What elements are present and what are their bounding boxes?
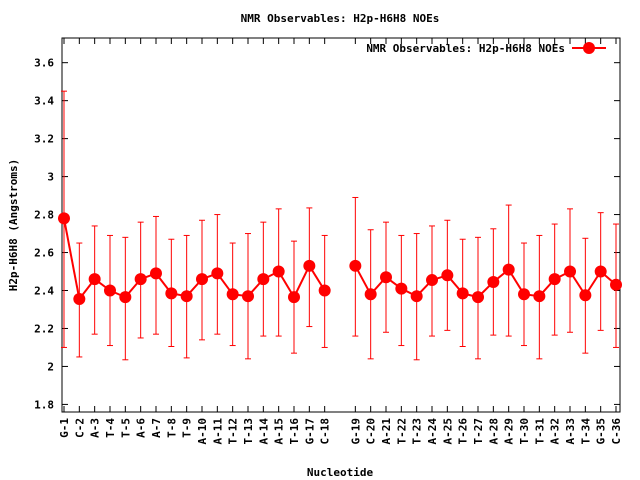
- data-point: [272, 265, 285, 278]
- x-tick-label: C-18: [319, 418, 332, 445]
- x-tick-label: A-21: [380, 418, 393, 445]
- x-tick-label: C-2: [73, 418, 86, 438]
- data-point: [594, 265, 607, 278]
- y-tick-label: 3: [47, 171, 54, 184]
- x-tick-label: A-28: [487, 418, 500, 445]
- y-tick-label: 2: [47, 360, 54, 373]
- x-tick-label: T-26: [457, 418, 470, 445]
- y-tick-label: 2.6: [34, 247, 54, 260]
- x-tick-label: T-5: [119, 418, 132, 438]
- series-line-segment: [63, 218, 81, 300]
- data-point: [472, 291, 485, 304]
- data-marks: [57, 90, 623, 361]
- data-point: [88, 273, 101, 286]
- x-tick-label: G-35: [595, 418, 608, 445]
- x-tick-label: T-30: [518, 418, 531, 445]
- x-tick-label: G-17: [303, 418, 316, 445]
- y-tick-label: 2.2: [34, 322, 54, 335]
- data-point: [410, 290, 423, 303]
- x-tick-label: T-16: [288, 418, 301, 445]
- legend: NMR Observables: H2p-H6H8 NOEs: [366, 42, 606, 55]
- data-point: [456, 287, 469, 300]
- y-tick-label: 3.4: [34, 95, 54, 108]
- data-point: [349, 259, 362, 272]
- x-tick-label: T-4: [104, 418, 117, 438]
- data-point: [564, 265, 577, 278]
- x-tick-label: A-32: [549, 418, 562, 445]
- y-tick-label: 3.2: [34, 133, 54, 146]
- plot-border: [61, 37, 621, 413]
- data-point: [395, 282, 408, 295]
- y-tick-label: 3.6: [34, 57, 54, 70]
- chart-title: NMR Observables: H2p-H6H8 NOEs: [241, 12, 440, 25]
- x-tick-label: A-14: [257, 418, 270, 445]
- data-point: [441, 269, 454, 282]
- x-tick-label: A-6: [135, 418, 148, 438]
- x-tick-label: T-12: [227, 418, 240, 445]
- x-tick-label: T-22: [395, 418, 408, 445]
- data-point: [103, 284, 116, 297]
- data-point: [134, 273, 147, 286]
- x-tick-label: A-11: [211, 418, 224, 445]
- data-point: [211, 267, 224, 280]
- data-point: [487, 275, 500, 288]
- data-point: [533, 290, 546, 303]
- data-point: [57, 212, 70, 225]
- data-point: [242, 290, 254, 303]
- x-tick-label: T-27: [472, 418, 485, 445]
- x-tick-label: A-10: [196, 418, 209, 445]
- y-tick-label: 1.8: [34, 398, 54, 411]
- legend-point-swatch: [583, 42, 595, 54]
- data-point: [73, 293, 86, 306]
- x-tick-label: C-36: [610, 418, 623, 445]
- x-tick-label: A-3: [89, 418, 102, 438]
- x-tick-label: T-23: [411, 418, 424, 445]
- x-axis-label: Nucleotide: [307, 466, 374, 479]
- data-point: [548, 273, 561, 286]
- x-tick-label: A-15: [273, 418, 286, 445]
- x-tick-label: A-25: [441, 418, 454, 445]
- x-tick-label: A-24: [426, 418, 439, 445]
- data-point: [426, 274, 439, 287]
- x-tick-label: T-13: [242, 418, 255, 445]
- axes: 1.822.22.42.62.833.23.43.6G-1 C-2 A-3 T-4 T-…: [34, 37, 623, 445]
- data-point: [579, 289, 592, 302]
- data-point: [380, 271, 393, 284]
- x-tick-label: G-19: [349, 418, 362, 445]
- y-axis-label: H2p-H6H8 (Angstroms): [7, 159, 20, 291]
- data-point: [318, 284, 331, 297]
- x-tick-label: A-29: [503, 418, 516, 445]
- x-tick-label: T-31: [533, 418, 546, 445]
- x-tick-label: A-33: [564, 418, 577, 445]
- data-point: [195, 273, 208, 286]
- legend-label: NMR Observables: H2p-H6H8 NOEs: [366, 42, 565, 55]
- x-tick-label: A-7: [150, 418, 163, 438]
- data-point: [226, 288, 239, 301]
- y-tick-label: 2.4: [34, 284, 54, 297]
- x-tick-label: G-1: [58, 418, 71, 438]
- y-tick-label: 2.8: [34, 209, 54, 222]
- x-tick-label: T-34: [579, 418, 592, 445]
- data-point: [364, 288, 377, 301]
- data-point: [518, 288, 531, 301]
- data-point: [119, 291, 132, 304]
- data-point: [610, 278, 623, 291]
- x-tick-label: C-20: [365, 418, 378, 445]
- data-point: [257, 273, 270, 286]
- data-point: [288, 291, 301, 304]
- data-point: [502, 263, 515, 276]
- data-point: [180, 290, 193, 303]
- data-point: [149, 267, 162, 280]
- x-tick-label: T-8: [165, 418, 178, 438]
- data-point: [303, 259, 316, 272]
- data-point: [165, 287, 178, 300]
- x-tick-label: T-9: [181, 418, 194, 438]
